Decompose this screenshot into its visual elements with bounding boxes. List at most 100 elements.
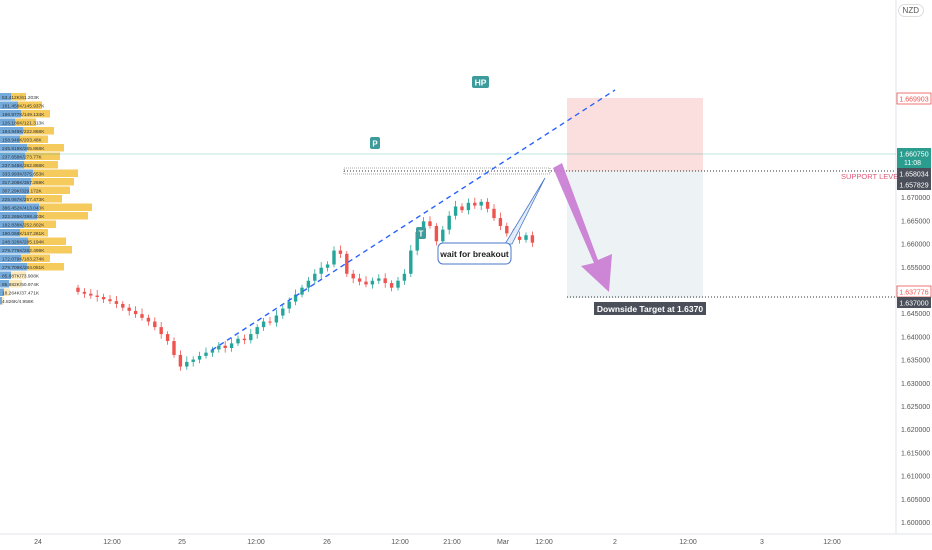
price-tick-label: 1.655000	[901, 265, 930, 272]
time-tick-label: 26	[323, 539, 331, 546]
profile-bar-down	[4, 288, 10, 296]
profile-bar-down	[27, 263, 64, 271]
candle-body	[409, 250, 413, 274]
candle-body	[479, 201, 483, 206]
candle-body	[89, 293, 93, 296]
candle-body	[108, 299, 112, 302]
svg-text:1.658034: 1.658034	[899, 172, 928, 179]
profile-bar-down	[24, 220, 56, 228]
profile-bar-label: 322.265K/398.403K	[2, 214, 45, 220]
candle-body	[421, 221, 426, 232]
candle-body	[197, 355, 202, 360]
candle-body	[133, 310, 138, 315]
profile-bar-label: 279.709K/284.051K	[2, 265, 45, 271]
profile-bar-up	[0, 169, 33, 177]
candle-body	[517, 236, 522, 240]
candle-body	[281, 308, 285, 316]
candle-body	[153, 321, 157, 328]
profile-bar-down	[26, 195, 62, 203]
candle-body	[460, 206, 464, 211]
time-tick-label: 25	[178, 539, 186, 546]
candle-body	[255, 327, 259, 335]
candle-body	[140, 314, 144, 318]
candle-body	[389, 283, 394, 288]
profile-bar-down	[21, 110, 50, 118]
time-tick-label: 12:00	[679, 539, 697, 546]
price-tick-label: 1.645000	[901, 311, 930, 318]
candle-body	[121, 303, 125, 308]
price-tick-label: 1.625000	[901, 404, 930, 411]
downside-target-text: Downside Target at 1.6370	[597, 304, 703, 314]
candle-body	[127, 307, 131, 311]
bar-countdown: 11:08	[904, 160, 921, 167]
callout-pointer	[504, 177, 546, 245]
candle-body	[236, 338, 240, 344]
candle-body	[101, 296, 106, 300]
candle-body	[498, 218, 503, 226]
candle-body	[274, 315, 279, 323]
stop-price-label: 1.669903	[896, 92, 932, 105]
candle-body	[242, 338, 247, 341]
wait-breakout-callout	[437, 242, 512, 265]
profile-bar-label: 4.826K/4.958K	[2, 299, 35, 305]
price-tick-label: 1.610000	[901, 474, 930, 481]
time-tick-label: 12:00	[103, 539, 121, 546]
candle-body	[485, 201, 490, 209]
profile-bar-up	[0, 152, 25, 160]
time-tick-label: 12:00	[823, 539, 841, 546]
price-tick-label: 1.630000	[901, 381, 930, 388]
price-axis[interactable]: 1.6800001.6750001.6700001.6650001.660000…	[901, 149, 930, 527]
svg-text:1.637000: 1.637000	[899, 301, 928, 308]
time-tick-label: 2	[613, 539, 617, 546]
candle-body	[300, 287, 304, 295]
profile-bar-down	[20, 229, 48, 237]
profile-bar-down	[28, 237, 66, 245]
candle-body	[377, 278, 381, 281]
risk-zone	[567, 98, 703, 171]
candle-body	[530, 235, 535, 243]
profile-bar-label: 237.548K/262.868K	[2, 163, 45, 169]
candle-body	[383, 278, 387, 284]
candle-body	[453, 206, 458, 216]
candle-body	[204, 352, 208, 356]
profile-bar-up	[0, 229, 20, 237]
candle-body	[473, 202, 477, 206]
ascending-trendline	[211, 89, 616, 351]
profile-bar-down	[11, 271, 26, 279]
candle-body	[370, 280, 375, 285]
profile-bar-up	[0, 297, 2, 305]
profile-bar-up	[0, 220, 24, 228]
time-axis[interactable]: 24 12:00 25 12:00 26 12:00 21:00 Mar 12:00 2 12:00…	[34, 539, 841, 546]
price-tick-label: 1.640000	[901, 334, 930, 341]
support-zone	[343, 167, 551, 175]
candle-body	[524, 235, 528, 240]
p-marker-text: P	[372, 140, 378, 149]
candle-body	[466, 202, 471, 211]
candle-body	[402, 273, 407, 281]
candle-body	[325, 264, 330, 268]
profile-bar-down	[27, 144, 64, 152]
profile-bar-up	[0, 288, 4, 296]
candlestick-series	[76, 197, 535, 371]
candle-body	[249, 334, 253, 341]
profile-bar-label: 333.993K/375.653K	[2, 171, 45, 177]
profile-bar-label: 248.326K/285.194K	[2, 239, 45, 245]
candle-body	[505, 225, 509, 234]
price-tick-label: 1.620000	[901, 427, 930, 434]
profile-bar-up	[0, 246, 30, 254]
profile-bar-label: 196.977K/149.134K	[2, 112, 45, 118]
profile-bar-down	[33, 169, 78, 177]
profile-bar-up	[0, 127, 23, 135]
currency-selector[interactable]: NZD	[897, 4, 924, 17]
price-tick-label: 1.665000	[901, 218, 930, 225]
profile-bar-down	[2, 297, 4, 305]
candle-body	[229, 343, 234, 348]
candle-body	[293, 294, 298, 302]
profile-bar-down	[11, 93, 26, 101]
time-tick-label: 3	[760, 539, 764, 546]
profile-bar-down	[37, 212, 88, 220]
wait-breakout-text: wait for breakout	[439, 249, 509, 259]
profile-bar-up	[0, 254, 21, 262]
profile-bar-down	[25, 152, 60, 160]
